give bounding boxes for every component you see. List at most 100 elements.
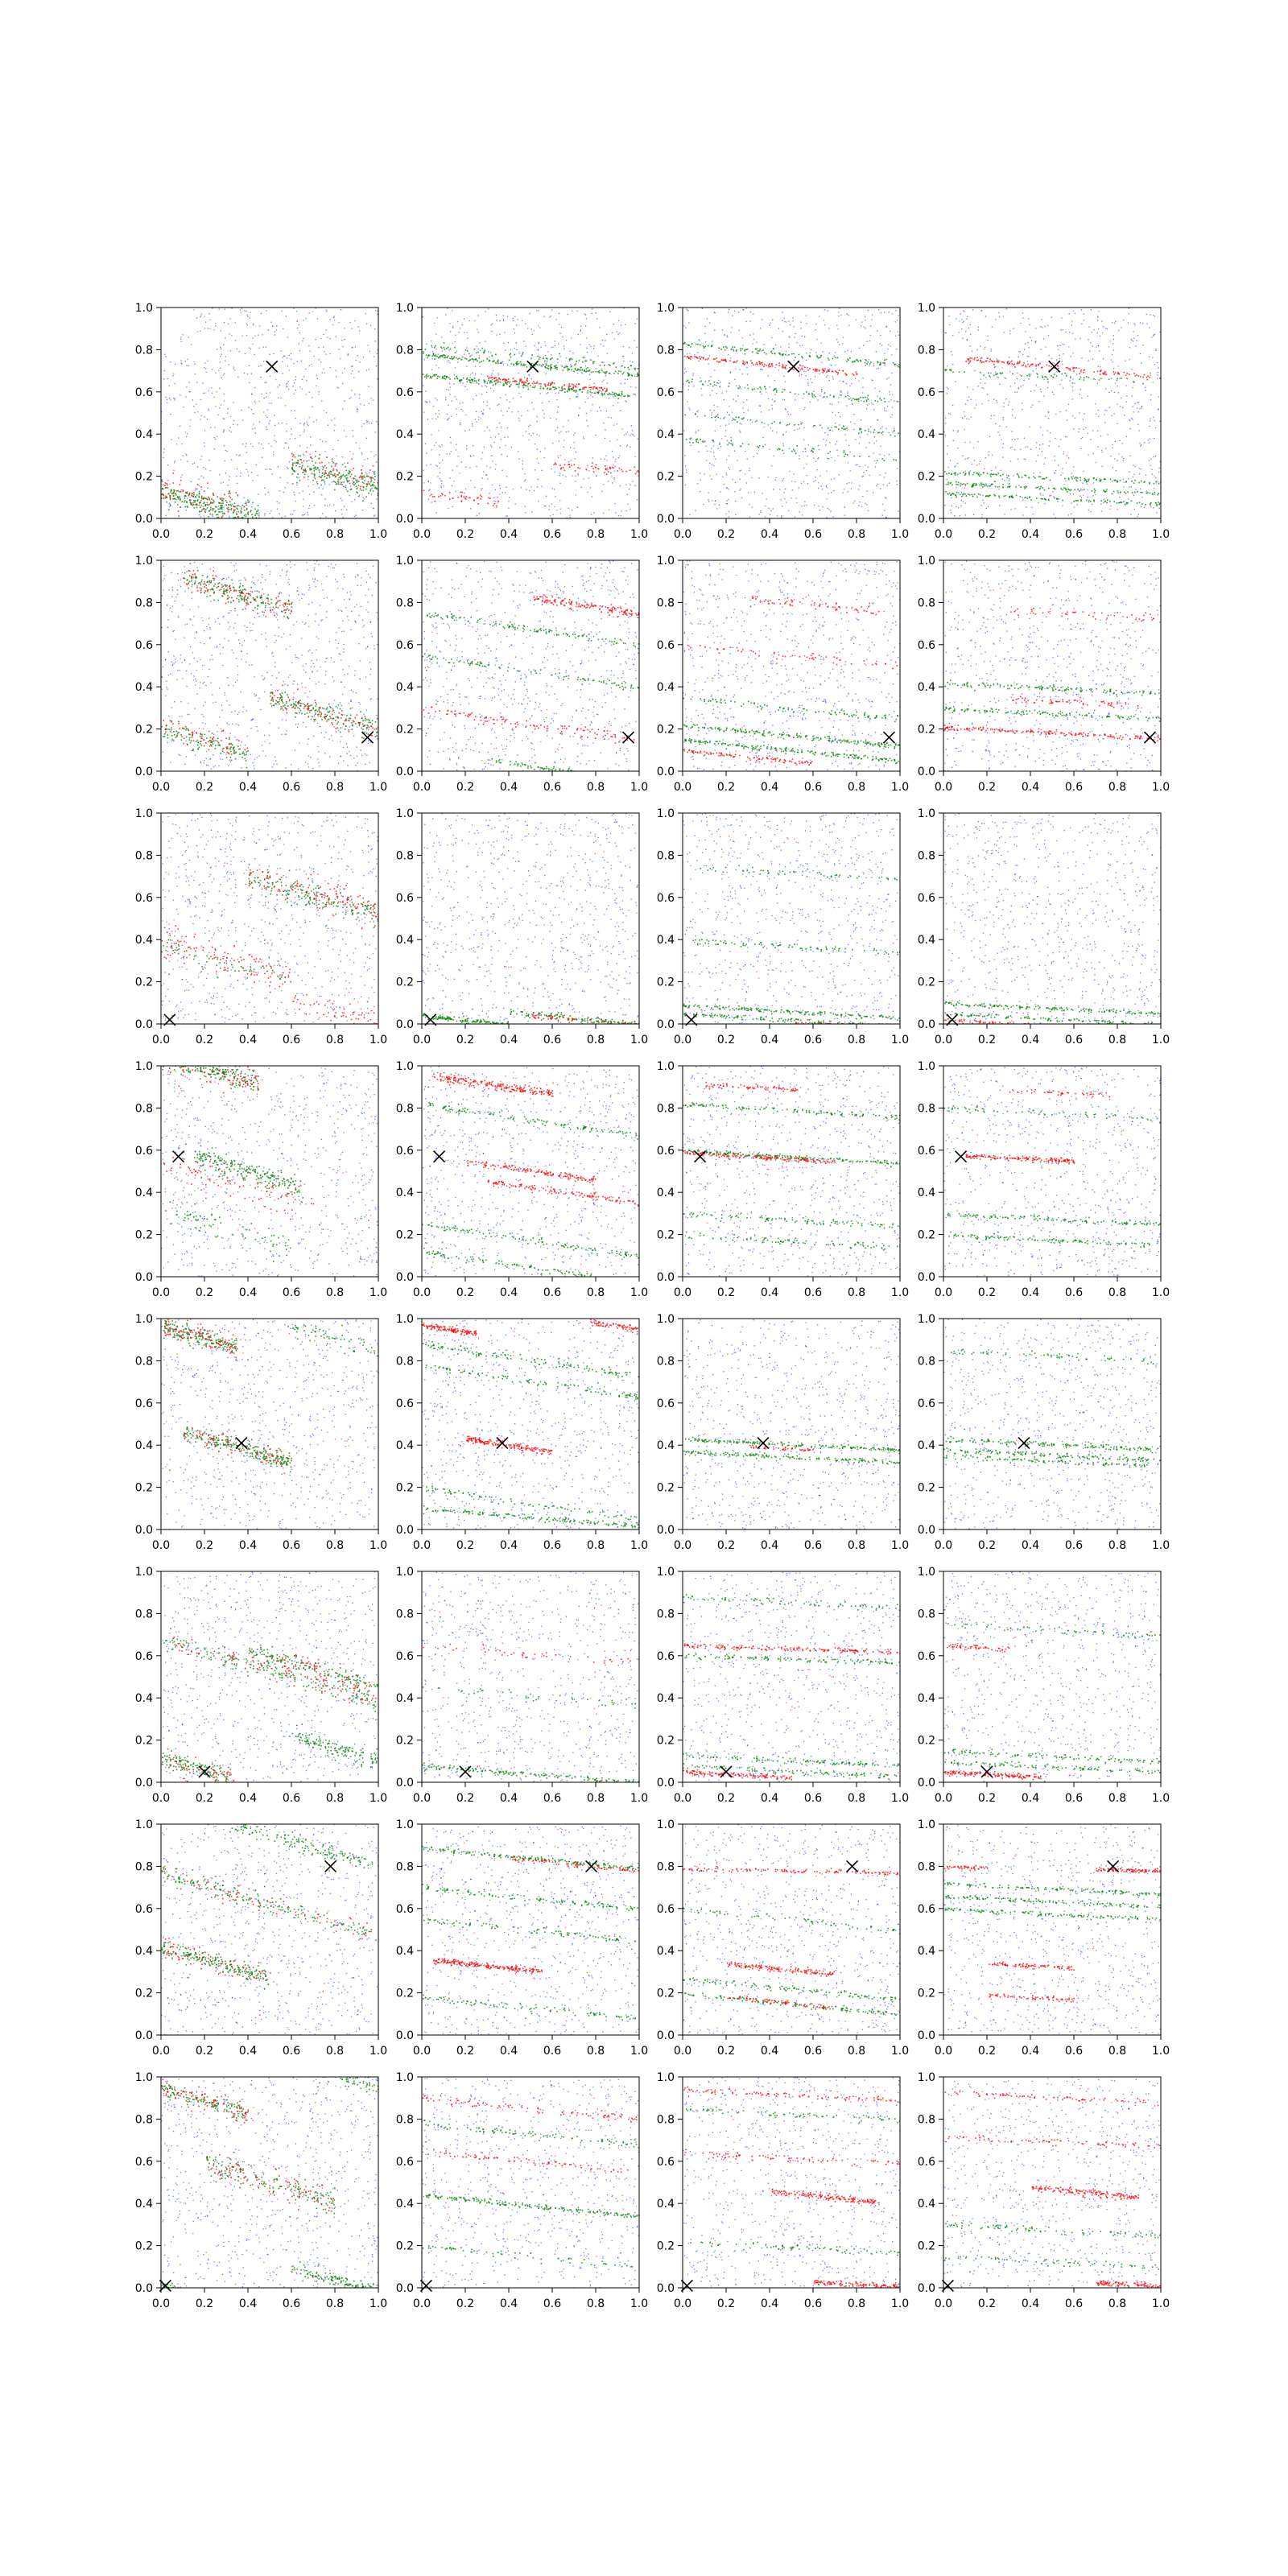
scatter-point-noise (576, 310, 578, 312)
scatter-point-blue (1148, 442, 1150, 444)
scatter-point-green (627, 394, 629, 396)
scatter-point-blue (352, 365, 353, 367)
scatter-point-blue (576, 506, 578, 508)
scatter-point-green (312, 468, 315, 469)
scatter-point-green (305, 471, 307, 473)
scatter-point-red (353, 468, 355, 469)
scatter-point-green (356, 481, 358, 484)
scatter-point-green (374, 476, 376, 477)
scatter-point-blue (952, 334, 954, 336)
scatter-point-blue (726, 440, 729, 442)
scatter-point-green (794, 424, 795, 426)
scatter-point-noise (834, 460, 836, 461)
scatter-point-green (365, 488, 367, 490)
scatter-point-red (246, 507, 248, 510)
scatter-point-noise (625, 445, 627, 447)
scatter-point-blue (1073, 466, 1075, 468)
scatter-point-blue (895, 309, 897, 312)
scatter-point-red (554, 462, 556, 464)
scatter-point-blue (423, 359, 425, 361)
scatter-point-blue (867, 309, 869, 312)
scatter-point-red (767, 365, 770, 367)
scatter-point-noise (377, 310, 378, 312)
scatter-point-blue (1110, 378, 1113, 379)
scatter-point-green (475, 352, 477, 354)
scatter-point-blue (219, 361, 221, 363)
scatter-point-blue (341, 500, 343, 502)
scatter-point-red (166, 497, 167, 498)
scatter-point-blue (989, 376, 991, 378)
scatter-point-green (324, 476, 326, 477)
scatter-point-green (221, 497, 223, 499)
axes-frame (682, 307, 901, 519)
scatter-point-blue (614, 502, 616, 505)
scatter-point-noise (169, 483, 171, 485)
scatter-point-blue (1104, 409, 1106, 411)
scatter-point-green (364, 476, 365, 478)
scatter-point-green (582, 361, 584, 363)
scatter-point-red (221, 516, 223, 518)
scatter-point-blue (329, 366, 331, 369)
scatter-point-blue (1040, 494, 1042, 496)
scatter-point-red (369, 477, 371, 479)
scatter-point-green (374, 473, 375, 475)
scatter-point-blue (466, 347, 468, 349)
scatter-point-blue (879, 453, 881, 456)
scatter-point-red (703, 357, 704, 360)
scatter-point-noise (820, 342, 822, 344)
scatter-point-green (843, 450, 845, 452)
scatter-point-blue (1143, 506, 1146, 509)
scatter-point-red (547, 382, 550, 384)
scatter-point-blue (376, 498, 378, 500)
scatter-point-green (218, 502, 220, 504)
scatter-point-blue (448, 417, 450, 419)
scatter-point-blue (869, 325, 872, 327)
scatter-point-blue (545, 364, 547, 365)
scatter-point-blue (1137, 335, 1139, 336)
scatter-point-red (340, 483, 341, 485)
scatter-point-red (1100, 369, 1102, 371)
scatter-point-green (471, 358, 473, 360)
scatter-point-green (302, 472, 303, 473)
scatter-point-blue (506, 411, 508, 412)
scatter-point-red (609, 466, 611, 469)
scatter-point-blue (254, 432, 256, 434)
scatter-point-green (206, 507, 208, 509)
scatter-point-blue (249, 365, 250, 366)
scatter-point-red (528, 382, 530, 384)
scatter-point-blue (983, 387, 985, 390)
scatter-point-green (310, 469, 312, 471)
scatter-point-red (1134, 375, 1137, 377)
scatter-point-blue (952, 440, 954, 441)
scatter-point-blue (1039, 444, 1041, 446)
scatter-point-blue (457, 361, 459, 363)
scatter-point-blue (429, 489, 431, 490)
scatter-point-blue (1049, 495, 1051, 497)
scatter-point-blue (172, 374, 174, 377)
scatter-point-blue (995, 319, 997, 320)
scatter-point-blue (738, 388, 740, 390)
scatter-point-green (515, 362, 517, 365)
scatter-point-green (317, 467, 319, 469)
scatter-point-blue (834, 477, 836, 480)
scatter-point-green (229, 504, 232, 506)
scatter-point-green (731, 348, 733, 350)
scatter-point-green (502, 383, 505, 385)
scatter-point-noise (826, 470, 828, 472)
scatter-point-red (334, 463, 336, 465)
scatter-point-blue (1126, 395, 1128, 397)
scatter-point-red (303, 460, 305, 462)
scatter-point-blue (590, 394, 592, 396)
scatter-point-green (334, 473, 336, 475)
scatter-point-green (568, 358, 571, 361)
scatter-point-red (460, 491, 461, 493)
scatter-point-noise (246, 324, 248, 326)
scatter-point-green (601, 394, 604, 396)
scatter-point-blue (782, 398, 784, 400)
scatter-point-blue (483, 446, 485, 448)
scatter-point-red (824, 368, 826, 369)
scatter-point-blue (615, 458, 617, 460)
scatter-point-green (724, 345, 727, 348)
scatter-point-blue (950, 351, 952, 353)
scatter-point-blue (622, 355, 625, 357)
